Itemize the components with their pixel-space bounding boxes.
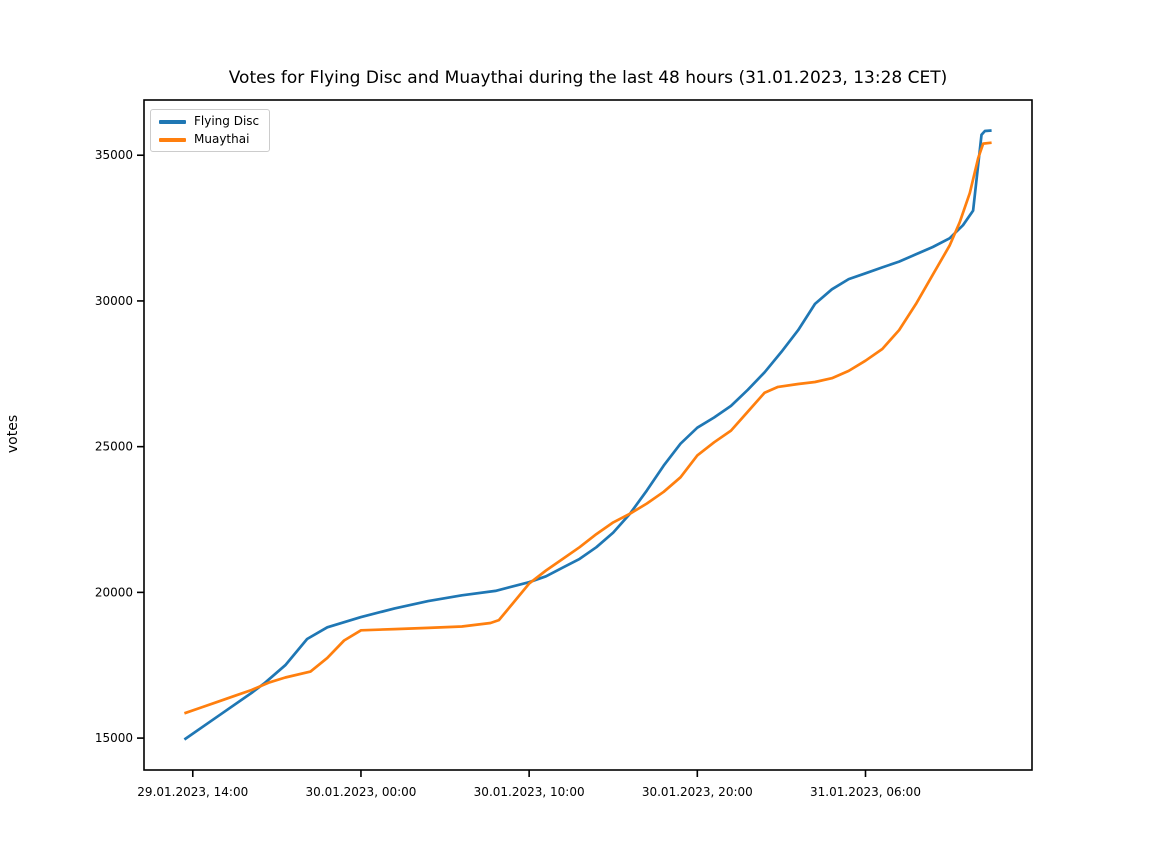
x-tick-label: 30.01.2023, 20:00 xyxy=(642,785,753,799)
legend-item-muaythai: Muaythai xyxy=(159,132,259,147)
x-tick-label: 30.01.2023, 00:00 xyxy=(305,785,416,799)
x-tick-label: 31.01.2023, 06:00 xyxy=(810,785,921,799)
y-tick-label: 20000 xyxy=(95,585,133,599)
legend: Flying Disc Muaythai xyxy=(150,109,271,153)
x-tick-label: 29.01.2023, 14:00 xyxy=(137,785,248,799)
muaythai-line-swatch xyxy=(159,137,186,142)
legend-label-flying-disc: Flying Disc xyxy=(194,114,260,128)
y-tick-label: 25000 xyxy=(95,440,133,454)
legend-item-flying-disc: Flying Disc xyxy=(159,114,260,128)
y-tick-label: 15000 xyxy=(95,731,133,745)
x-tick-label: 30.01.2023, 10:00 xyxy=(474,785,585,799)
y-tick-label: 30000 xyxy=(95,294,133,308)
chart-title: Votes for Flying Disc and Muaythai durin… xyxy=(228,68,948,88)
y-axis-label: votes xyxy=(5,414,21,454)
series-line-muaythai xyxy=(183,141,992,715)
flying-disc-line-swatch xyxy=(159,119,186,124)
series-line-flying-disc xyxy=(183,129,992,741)
y-tick-label: 35000 xyxy=(95,148,133,162)
axes-frame xyxy=(143,99,1033,771)
legend-label-muaythai: Muaythai xyxy=(194,132,250,147)
